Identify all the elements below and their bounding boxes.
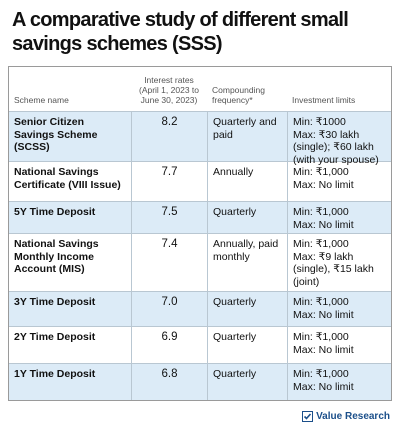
cell: Quarterly and paid (207, 112, 287, 161)
table: Scheme name Interest rates (April 1, 2023… (8, 66, 392, 401)
cell: Annually, paid monthly (207, 234, 287, 291)
cell: 7.7 (131, 162, 207, 201)
table-row: National Savings Monthly Income Account … (9, 233, 391, 291)
cell: Min: ₹1,000 Max: No limit (287, 292, 391, 326)
cell: 1Y Time Deposit (14, 368, 96, 380)
table-row: 5Y Time Deposit 7.5 Quarterly Min: ₹1,000 Ma… (9, 201, 391, 233)
limit-line: Max: ₹9 lakh (single), ₹15 lakh (joint) (293, 250, 374, 288)
cell: 2Y Time Deposit (14, 331, 96, 343)
cell: 7.0 (131, 292, 207, 326)
cell: Quarterly (207, 292, 287, 326)
limit-line: Max: No limit (293, 343, 354, 356)
cell: 7.4 (131, 234, 207, 291)
table-row: 1Y Time Deposit 6.8 Quarterly Min: ₹1,000 Ma… (9, 363, 391, 400)
limit-line: Max: No limit (293, 380, 354, 393)
cell: 7.5 (131, 202, 207, 233)
cell: Min: ₹1000 Max: ₹30 lakh (single); ₹60 la… (287, 112, 391, 166)
limit-line: Min: ₹1,000 (293, 238, 349, 250)
cell: Min: ₹1,000 Max: No limit (287, 364, 391, 400)
limit-line: Min: ₹1,000 (293, 296, 349, 308)
cell: 6.9 (131, 327, 207, 363)
cell: National Savings Monthly Income Account … (14, 238, 99, 275)
cell: National Savings Certificate (VIII Issue… (14, 166, 121, 191)
title: A comparative study of different small s… (12, 9, 349, 55)
table-row: National Savings Certificate (VIII Issue… (9, 161, 391, 201)
limit-line: Max: No limit (293, 218, 354, 231)
limit-line: Min: ₹1,000 (293, 166, 349, 178)
limit-line: Max: No limit (293, 178, 354, 191)
logo-icon (302, 411, 314, 422)
cell: Min: ₹1,000 Max: ₹9 lakh (single), ₹15 la… (287, 234, 391, 291)
header-cell: Compounding frequency* (212, 85, 265, 105)
table-row: 2Y Time Deposit 6.9 Quarterly Min: ₹1,000 Ma… (9, 326, 391, 363)
brand: Value Research (316, 411, 390, 422)
cell: Quarterly (207, 364, 287, 400)
limit-line: Min: ₹1,000 (293, 331, 349, 343)
limit-line: Min: ₹1,000 (293, 368, 349, 380)
cell: Min: ₹1,000 Max: No limit (287, 162, 391, 201)
cell: 8.2 (131, 112, 207, 161)
table-row: 3Y Time Deposit 7.0 Quarterly Min: ₹1,000 Ma… (9, 291, 391, 326)
cell: Quarterly (207, 202, 287, 233)
header-row: Scheme name Interest rates (April 1, 2023… (9, 67, 391, 111)
limit-line: Max: No limit (293, 308, 354, 321)
cell: Min: ₹1,000 Max: No limit (287, 327, 391, 363)
header-cell: Scheme name (14, 95, 69, 105)
cell: Quarterly (207, 327, 287, 363)
limit-line: Min: ₹1,000 (293, 206, 349, 218)
header-cell: Investment limits (292, 95, 356, 105)
cell: Senior Citizen Savings Scheme (SCSS) (14, 116, 98, 153)
cell: Annually (207, 162, 287, 201)
table-row: Senior Citizen Savings Scheme (SCSS) 8.2 Q… (9, 111, 391, 166)
cell: 5Y Time Deposit (14, 206, 96, 218)
cell: 3Y Time Deposit (14, 296, 96, 308)
cell: Min: ₹1,000 Max: No limit (287, 202, 391, 233)
cell: 6.8 (131, 364, 207, 400)
limit-line: Max: ₹30 lakh (single); ₹60 lakh (with y… (293, 128, 379, 166)
header-cell: Interest rates (April 1, 2023 to June 30… (138, 75, 199, 105)
limit-line: Min: ₹1000 (293, 116, 346, 128)
footer: Value Research (302, 411, 390, 422)
